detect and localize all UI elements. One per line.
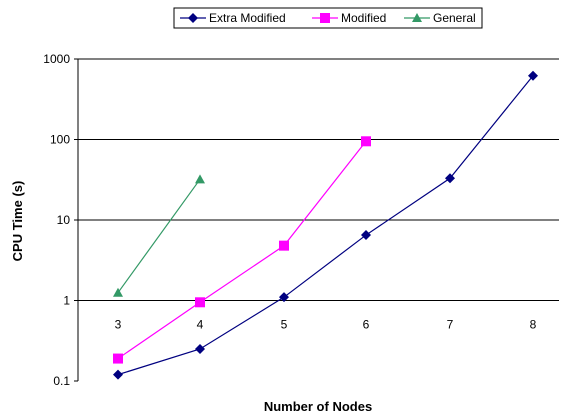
x-tick-label: 7 [447,318,454,332]
legend-label-modified: Modified [341,11,386,25]
series-modified [113,136,371,364]
data-point-modified [361,136,371,147]
y-tick-label: 0.1 [53,374,70,388]
data-point-extra-modified [361,230,371,241]
x-tick-label: 3 [115,318,122,332]
series-line-general [117,178,201,294]
legend: Extra Modified Modified General [173,7,483,29]
series-line-extra-modified [117,75,534,376]
data-point-extra-modified [528,70,538,81]
x-tick-label: 8 [530,318,537,332]
y-axis-ticks: 0.1 1 10 100 1000 [43,52,78,388]
data-point-modified [113,353,123,364]
x-tick-label: 5 [281,318,288,332]
y-axis-title: CPU Time (s) [10,181,25,262]
x-axis-title: Number of Nodes [264,399,372,414]
y-tick-label: 100 [50,133,70,147]
legend-marker-modified [320,13,330,23]
y-tick-label: 10 [57,213,71,227]
gridlines [78,58,559,301]
data-point-general [113,287,123,297]
data-point-extra-modified [113,369,123,380]
series-line-modified [117,140,367,360]
legend-marker-extra-modified [188,13,198,23]
data-point-general [195,174,205,184]
legend-label-extra-modified: Extra Modified [209,11,286,25]
y-tick-label: 1 [63,294,70,308]
data-point-extra-modified [445,173,455,184]
data-point-modified [279,240,289,251]
x-axis-ticks: 3 4 5 6 7 8 [115,318,537,332]
x-tick-label: 4 [197,318,204,332]
x-tick-label: 6 [363,318,370,332]
legend-label-general: General [433,11,476,25]
data-point-extra-modified [195,343,205,354]
data-point-modified [195,297,205,308]
series-general [113,174,205,297]
series-extra-modified [113,70,538,380]
data-point-extra-modified [279,292,289,303]
legend-marker-general [412,13,422,22]
y-tick-label: 1000 [43,52,70,66]
series-layer [113,70,538,380]
